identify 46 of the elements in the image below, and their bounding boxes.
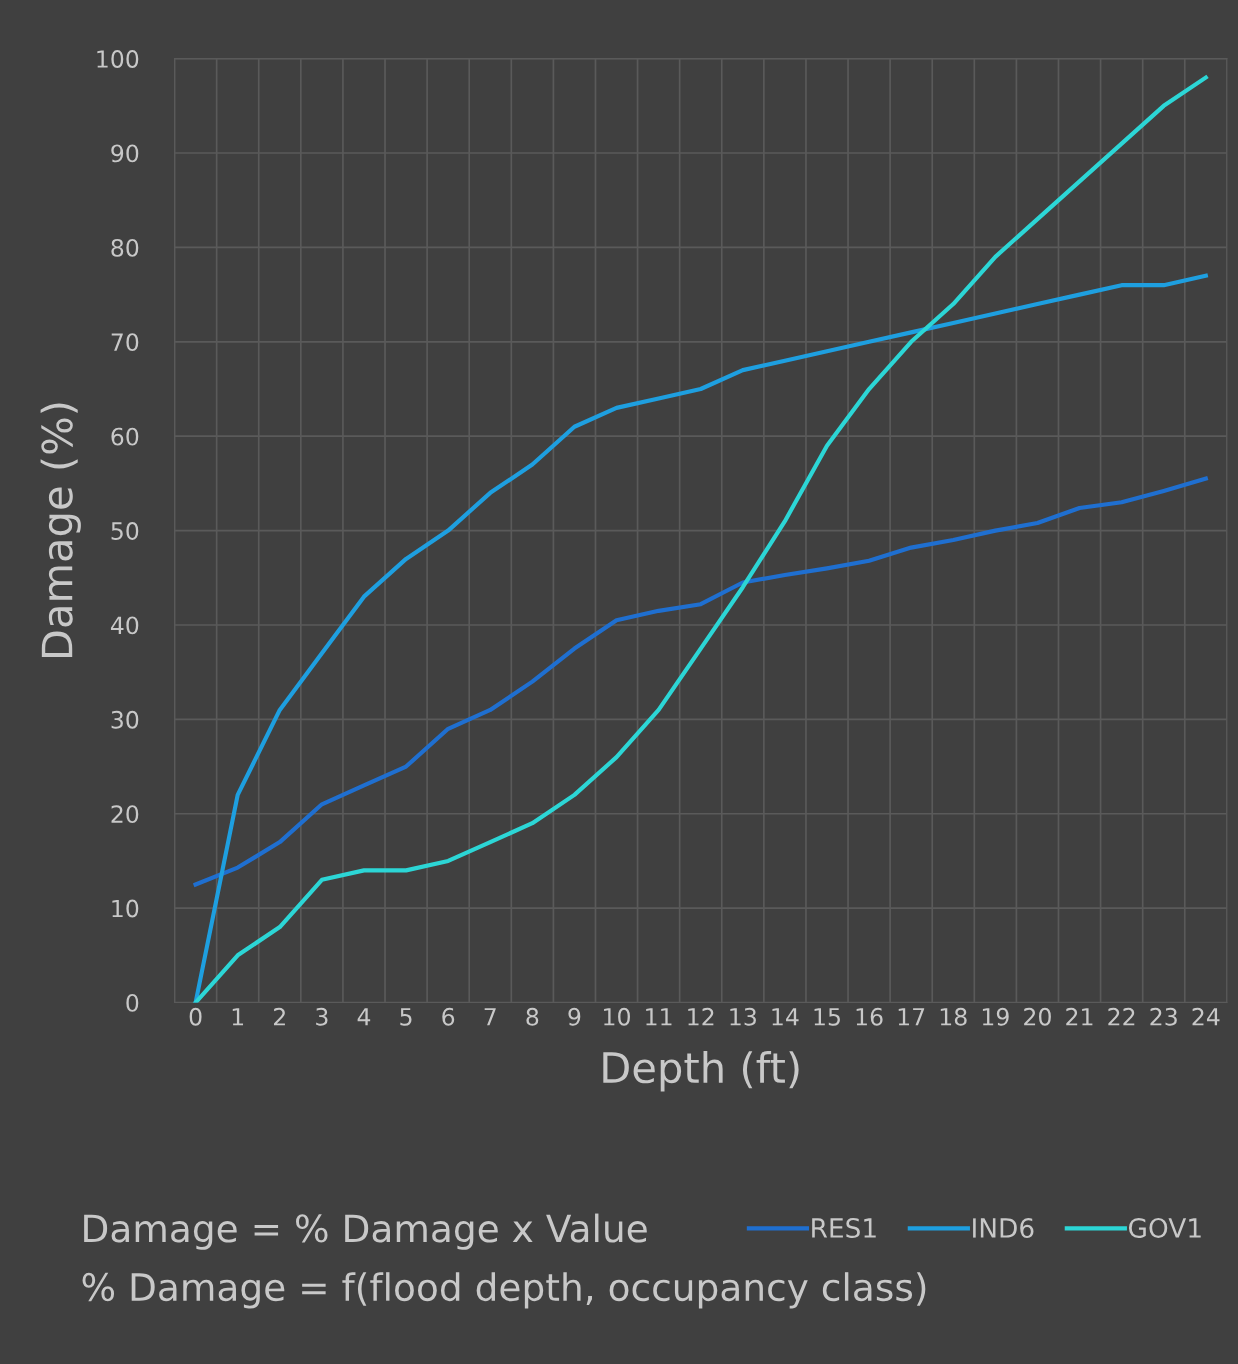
x-tick-label: 14: [772, 1008, 799, 1026]
legend-label: IND6: [973, 1218, 1034, 1238]
x-tick-label: 16: [856, 1007, 883, 1026]
y-tick-label: 20: [111, 805, 139, 824]
x-tick-label: 22: [1108, 1007, 1135, 1026]
x-tick-label: 17: [898, 1008, 925, 1026]
x-tick-label: 11: [646, 1008, 672, 1026]
text: % Damage = f(flood depth, occupancy class): [82, 1272, 926, 1309]
x-tick-label: 18: [940, 1007, 967, 1026]
text: Damage = % Damage x Value: [84, 1213, 647, 1250]
x-tick-label: 12: [688, 1007, 714, 1026]
y-tick-label: 100: [97, 50, 139, 68]
line-series: [193, 476, 1208, 887]
x-tick-label: 3: [316, 1007, 328, 1026]
y-tick-label: 60: [111, 427, 139, 446]
x-tick-label: 0: [189, 1007, 202, 1026]
x-axis-title: Depth (ft): [603, 1051, 799, 1092]
y-tick-label: 90: [111, 144, 139, 163]
y-axis-title: Damage (%): [40, 403, 81, 658]
y-tick-label: 10: [112, 899, 139, 918]
y-tick-label: 40: [110, 616, 139, 635]
x-tick-label: 8: [526, 1007, 539, 1026]
x-tick-label: 15: [814, 1008, 840, 1026]
line-series: [193, 75, 1208, 1003]
x-tick-label: 19: [982, 1007, 1009, 1026]
x-tick-label: 6: [442, 1007, 455, 1026]
legend-label: RES1: [812, 1218, 876, 1238]
x-tick-label: 23: [1150, 1007, 1177, 1026]
y-tick-label: 70: [111, 333, 139, 352]
x-tick-label: 10: [604, 1007, 630, 1026]
x-tick-label: 7: [484, 1008, 496, 1026]
y-tick-label: 0: [126, 993, 139, 1012]
legend-label: GOV1: [1128, 1218, 1201, 1238]
y-tick-label: 80: [111, 238, 139, 257]
x-tick-label: 5: [400, 1008, 412, 1026]
y-tick-label: 50: [111, 522, 139, 540]
line-series: [193, 273, 1208, 1003]
y-tick-label: 30: [111, 710, 139, 729]
x-tick-label: 9: [568, 1007, 581, 1026]
x-tick-label: 2: [274, 1007, 285, 1026]
x-tick-label: 20: [1024, 1007, 1051, 1026]
x-tick-label: 1: [232, 1008, 244, 1026]
x-tick-label: 24: [1192, 1007, 1220, 1026]
x-tick-label: 13: [730, 1007, 756, 1026]
x-tick-label: 4: [357, 1008, 371, 1026]
x-tick-label: 21: [1066, 1007, 1093, 1026]
